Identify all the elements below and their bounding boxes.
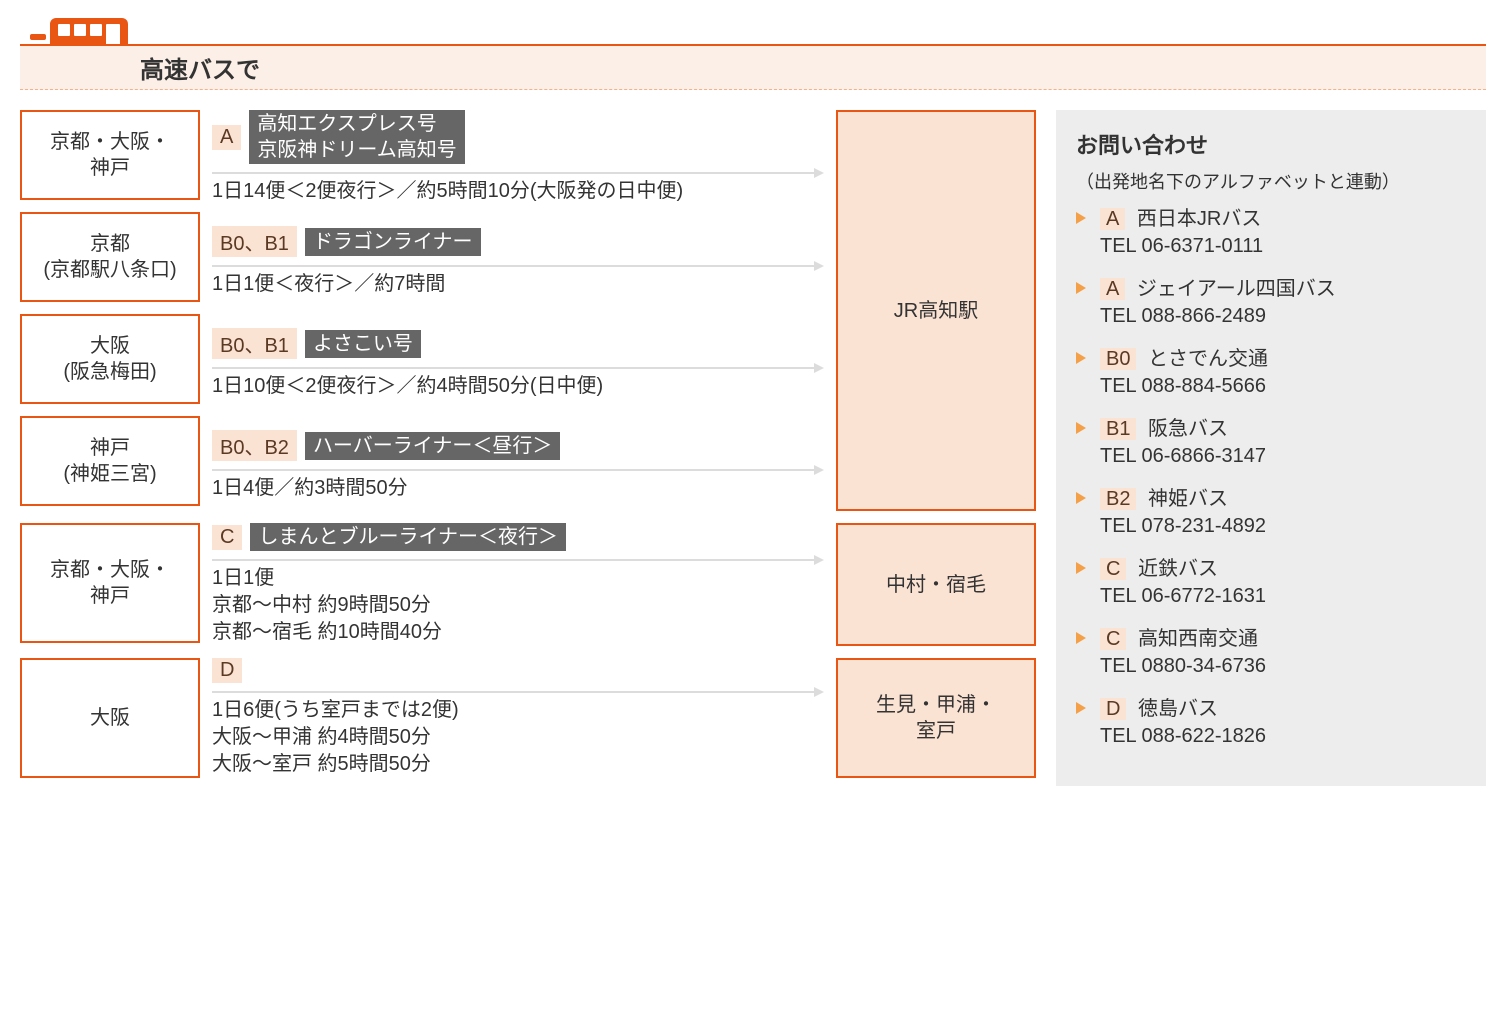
operator-code: C — [1100, 628, 1126, 650]
operator-code-badge: A — [212, 125, 241, 150]
route-arrow — [212, 166, 822, 174]
operator-name: 阪急バス — [1142, 418, 1228, 440]
operator-item: D 徳島バス TEL 088-622-1826 — [1076, 696, 1466, 750]
route-labels: B0、B1 ドラゴンライナー — [212, 226, 824, 257]
main-content: 京都・大阪・ 神戸京都 (京都駅八条口)大阪 (阪急梅田)神戸 (神姫三宮)A … — [20, 110, 1486, 786]
operator-name: 西日本JRバス — [1131, 208, 1261, 230]
origin-box: 京都・大阪・ 神戸 — [20, 110, 200, 200]
origin-stack: 大阪 — [20, 658, 200, 778]
route-mid: A 高知エクスプレス号 京阪神ドリーム高知号 1日14便＜2便夜行＞／約5時間10… — [212, 110, 824, 205]
bus-name-badge: ハーバーライナー＜昼行＞ — [305, 432, 560, 460]
operator-code: B2 — [1100, 488, 1136, 510]
operator-tel: TEL 06-6866-3147 — [1100, 445, 1266, 467]
mid-stack: A 高知エクスプレス号 京阪神ドリーム高知号 1日14便＜2便夜行＞／約5時間10… — [212, 110, 824, 511]
route-labels: B0、B1 よさこい号 — [212, 328, 824, 359]
operator-code-badge: B0、B2 — [212, 430, 297, 461]
origin-box: 京都 (京都駅八条口) — [20, 212, 200, 302]
route-labels: A 高知エクスプレス号 京阪神ドリーム高知号 — [212, 110, 824, 164]
route-mid: C しまんとブルーライナー＜夜行＞ 1日1便 京都〜中村 約9時間50分 京都〜宿… — [212, 523, 824, 646]
route-detail: 1日14便＜2便夜行＞／約5時間10分(大阪発の日中便) — [212, 178, 824, 205]
operator-item: B0 とさでん交通 TEL 088-884-5666 — [1076, 346, 1466, 400]
route-mid: B0、B2 ハーバーライナー＜昼行＞ 1日4便／約3時間50分 — [212, 421, 824, 511]
route-arrow — [212, 685, 822, 693]
operator-tel: TEL 088-622-1826 — [1100, 725, 1266, 747]
operator-tel: TEL 078-231-4892 — [1100, 515, 1266, 537]
operator-code: D — [1100, 698, 1126, 720]
route-detail: 1日6便(うち室戸までは2便) 大阪〜甲浦 約4時間50分 大阪〜室戸 約5時間… — [212, 697, 824, 778]
origin-box: 大阪 (阪急梅田) — [20, 314, 200, 404]
operator-code: B1 — [1100, 418, 1136, 440]
operator-list: A 西日本JRバス TEL 06-6371-0111 A ジェイアール四国バス TEL… — [1076, 206, 1466, 750]
section-title: 高速バスで — [140, 50, 260, 85]
route-detail: 1日10便＜2便夜行＞／約4時間50分(日中便) — [212, 373, 824, 400]
route-arrow — [212, 463, 822, 471]
route-labels: B0、B2 ハーバーライナー＜昼行＞ — [212, 430, 824, 461]
route-detail: 1日1便＜夜行＞／約7時間 — [212, 271, 824, 298]
destination-box: JR高知駅 — [836, 110, 1036, 511]
route-detail: 1日4便／約3時間50分 — [212, 475, 824, 502]
operator-item: B2 神姫バス TEL 078-231-4892 — [1076, 486, 1466, 540]
operator-item: C 高知西南交通 TEL 0880-34-6736 — [1076, 626, 1466, 680]
origin-box: 大阪 — [20, 658, 200, 778]
operator-tel: TEL 06-6371-0111 — [1100, 235, 1263, 257]
destination-box: 生見・甲浦・ 室戸 — [836, 658, 1036, 778]
operator-name: 神姫バス — [1142, 488, 1228, 510]
operator-code-badge: D — [212, 658, 242, 683]
operator-item: B1 阪急バス TEL 06-6866-3147 — [1076, 416, 1466, 470]
route-mid: B0、B1 ドラゴンライナー 1日1便＜夜行＞／約7時間 — [212, 217, 824, 307]
route-arrow — [212, 361, 822, 369]
section-header: 高速バスで — [20, 20, 1486, 90]
contact-sidebar: お問い合わせ （出発地名下のアルファベットと連動） A 西日本JRバス TEL 0… — [1056, 110, 1486, 786]
operator-tel: TEL 0880-34-6736 — [1100, 655, 1266, 677]
operator-name: とさでん交通 — [1142, 348, 1268, 370]
operator-tel: TEL 088-884-5666 — [1100, 375, 1266, 397]
bus-name-badge: 高知エクスプレス号 京阪神ドリーム高知号 — [249, 110, 464, 164]
contact-title: お問い合わせ — [1076, 128, 1466, 160]
route-arrow — [212, 259, 822, 267]
operator-item: C 近鉄バス TEL 06-6772-1631 — [1076, 556, 1466, 610]
operator-item: A ジェイアール四国バス TEL 088-866-2489 — [1076, 276, 1466, 330]
route-group: 京都・大阪・ 神戸 C しまんとブルーライナー＜夜行＞ 1日1便 京都〜中村 約9時… — [20, 523, 1036, 646]
operator-name: 高知西南交通 — [1132, 628, 1258, 650]
route-mid: D 1日6便(うち室戸までは2便) 大阪〜甲浦 約4時間50分 大阪〜室戸 約5時… — [212, 658, 824, 778]
operator-name: 徳島バス — [1132, 698, 1218, 720]
origin-stack: 京都・大阪・ 神戸 — [20, 523, 200, 646]
operator-tel: TEL 088-866-2489 — [1100, 305, 1266, 327]
bus-name-badge: よさこい号 — [305, 330, 421, 358]
route-group: 大阪 D 1日6便(うち室戸までは2便) 大阪〜甲浦 約4時間50分 大阪〜室戸 約… — [20, 658, 1036, 778]
routes-column: 京都・大阪・ 神戸京都 (京都駅八条口)大阪 (阪急梅田)神戸 (神姫三宮)A … — [20, 110, 1036, 786]
operator-name: 近鉄バス — [1132, 558, 1218, 580]
operator-code: A — [1100, 208, 1125, 230]
operator-code: A — [1100, 278, 1125, 300]
destination-box: 中村・宿毛 — [836, 523, 1036, 646]
contact-note: （出発地名下のアルファベットと連動） — [1076, 168, 1466, 194]
operator-code-badge: C — [212, 525, 242, 550]
operator-code-badge: B0、B1 — [212, 328, 297, 359]
operator-item: A 西日本JRバス TEL 06-6371-0111 — [1076, 206, 1466, 260]
route-labels: C しまんとブルーライナー＜夜行＞ — [212, 523, 824, 551]
route-group: 京都・大阪・ 神戸京都 (京都駅八条口) 大阪 (阪急梅田) 神戸 (神姫三宮) A … — [20, 110, 1036, 511]
route-detail: 1日1便 京都〜中村 約9時間50分 京都〜宿毛 約10時間40分 — [212, 565, 824, 646]
route-arrow — [212, 553, 822, 561]
origin-box: 神戸 (神姫三宮) — [20, 416, 200, 506]
origin-stack: 京都・大阪・ 神戸京都 (京都駅八条口) 大阪 (阪急梅田) 神戸 (神姫三宮) — [20, 110, 200, 511]
bus-name-badge: ドラゴンライナー — [305, 228, 481, 256]
bus-name-badge: しまんとブルーライナー＜夜行＞ — [250, 523, 566, 551]
operator-name: ジェイアール四国バス — [1131, 278, 1335, 300]
route-mid: B0、B1 よさこい号 1日10便＜2便夜行＞／約4時間50分(日中便) — [212, 319, 824, 409]
operator-code: B0 — [1100, 348, 1136, 370]
operator-tel: TEL 06-6772-1631 — [1100, 585, 1266, 607]
route-labels: D — [212, 658, 824, 683]
mid-stack: D 1日6便(うち室戸までは2便) 大阪〜甲浦 約4時間50分 大阪〜室戸 約5時… — [212, 658, 824, 778]
origin-box: 京都・大阪・ 神戸 — [20, 523, 200, 643]
mid-stack: C しまんとブルーライナー＜夜行＞ 1日1便 京都〜中村 約9時間50分 京都〜宿… — [212, 523, 824, 646]
operator-code: C — [1100, 558, 1126, 580]
operator-code-badge: B0、B1 — [212, 226, 297, 257]
